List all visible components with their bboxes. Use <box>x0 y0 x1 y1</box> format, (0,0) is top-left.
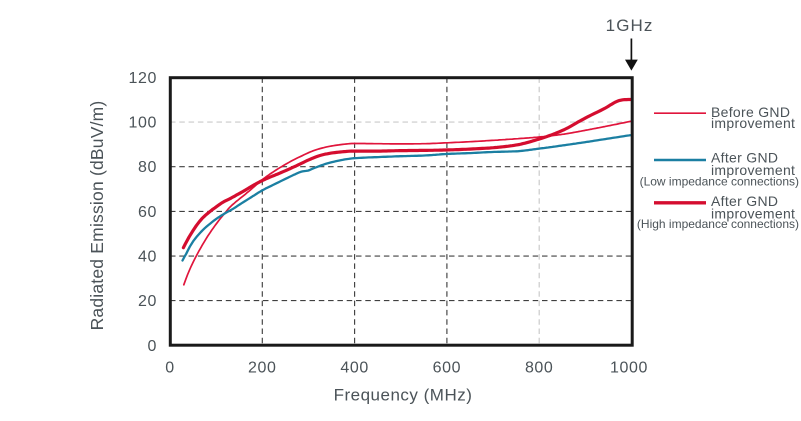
svg-text:20: 20 <box>138 293 157 310</box>
svg-text:200: 200 <box>248 359 277 376</box>
svg-text:1000: 1000 <box>610 359 648 376</box>
svg-text:40: 40 <box>138 249 157 266</box>
svg-text:improvement: improvement <box>711 162 795 178</box>
svg-text:80: 80 <box>138 159 157 176</box>
svg-text:Radiated Emission (dBuV/m): Radiated Emission (dBuV/m) <box>87 101 107 331</box>
svg-text:800: 800 <box>525 359 554 376</box>
svg-text:400: 400 <box>340 359 369 376</box>
svg-text:120: 120 <box>129 70 158 87</box>
svg-text:0: 0 <box>165 359 175 376</box>
svg-text:1GHz: 1GHz <box>606 16 654 35</box>
svg-text:60: 60 <box>138 204 157 221</box>
svg-text:After GND: After GND <box>711 150 778 166</box>
svg-text:0: 0 <box>148 338 158 355</box>
svg-text:(Low impedance connections): (Low impedance connections) <box>640 174 799 188</box>
svg-text:Frequency (MHz): Frequency (MHz) <box>334 386 473 405</box>
svg-text:600: 600 <box>433 359 462 376</box>
svg-text:improvement: improvement <box>711 115 795 131</box>
svg-text:(High impedance connections): (High impedance connections) <box>637 217 799 231</box>
svg-text:After GND: After GND <box>711 193 778 209</box>
svg-text:improvement: improvement <box>711 205 795 221</box>
svg-text:100: 100 <box>129 115 158 132</box>
svg-text:Before GND: Before GND <box>711 104 790 120</box>
